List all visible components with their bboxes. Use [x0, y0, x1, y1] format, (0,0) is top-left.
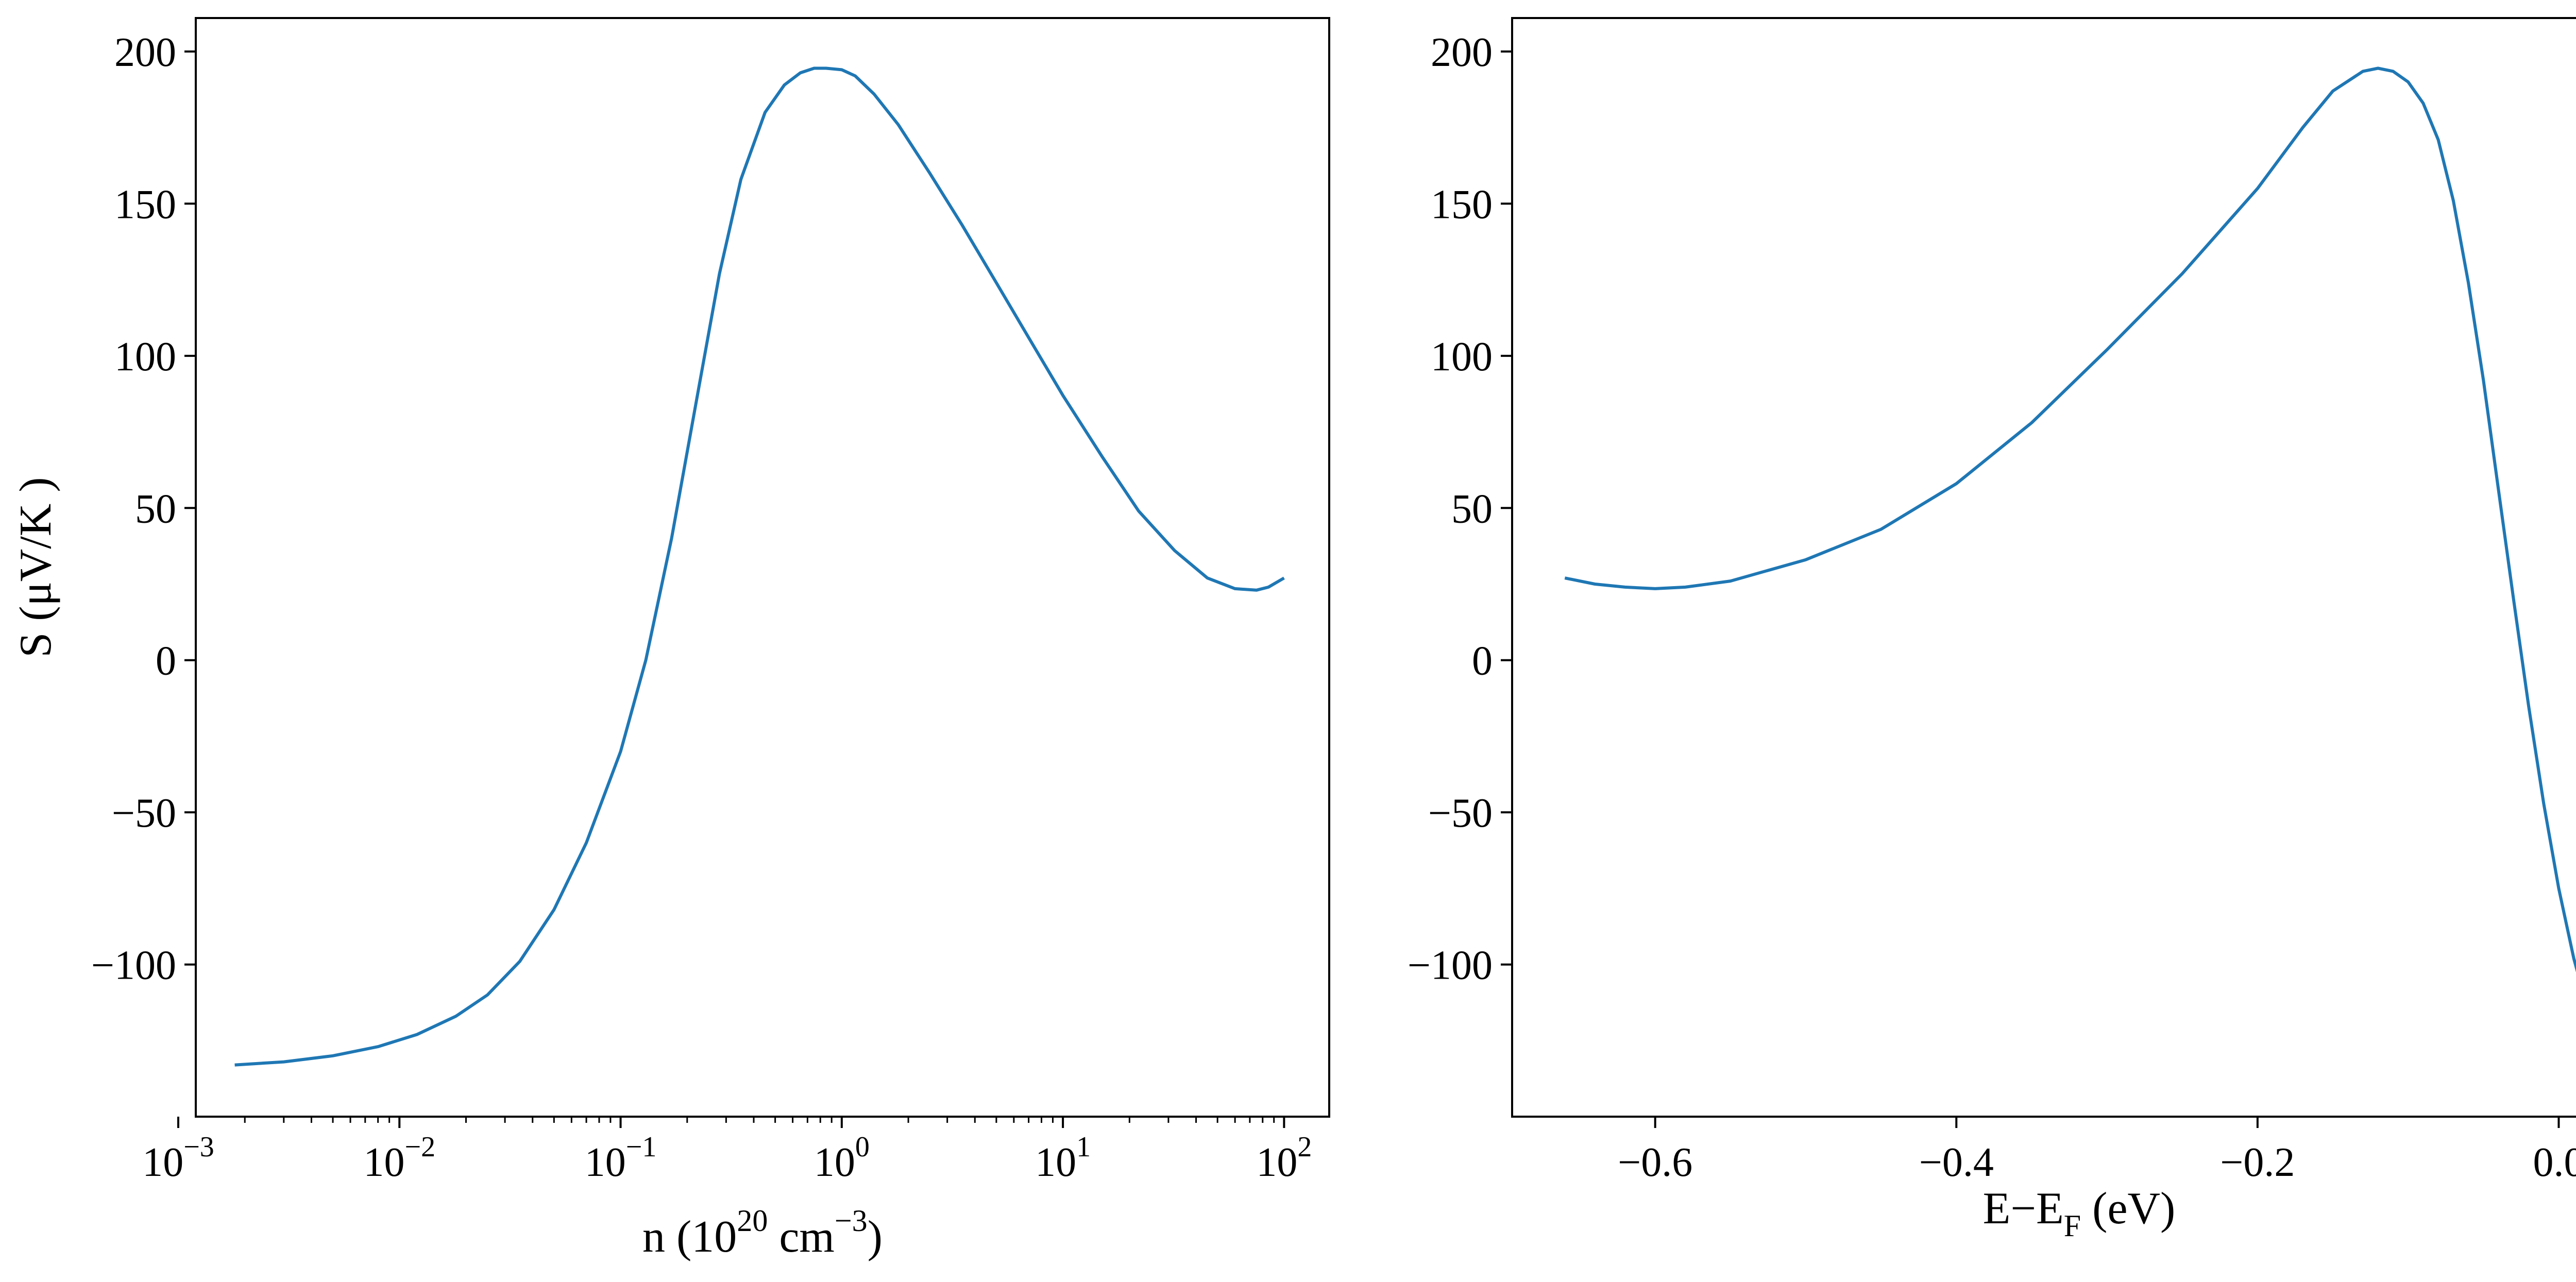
xlabel-part: cm	[768, 1212, 835, 1262]
xlabel-part: E−E	[1983, 1184, 2064, 1234]
xlabel-superscript: 20	[737, 1204, 768, 1238]
xtick-base: 10	[1256, 1140, 1297, 1185]
right-ytick-label: 0	[1472, 639, 1493, 684]
right-xtick-label: −0.4	[1919, 1140, 1994, 1185]
left-xtick-label: 102	[1256, 1131, 1312, 1185]
xtick-exponent: 1	[1076, 1131, 1091, 1163]
left-axes-frame	[195, 17, 1330, 1118]
xtick-exponent: 2	[1297, 1131, 1312, 1163]
right-xtick-label: −0.6	[1618, 1140, 1692, 1185]
xtick-base: 10	[814, 1140, 855, 1185]
xlabel-superscript: −3	[835, 1204, 868, 1238]
left-ytick-label: −100	[91, 943, 176, 988]
left-series-line	[234, 66, 1285, 1067]
left-ytick-label: 100	[114, 334, 176, 380]
xtick-exponent: −3	[183, 1131, 214, 1163]
xtick-base: 10	[1035, 1140, 1076, 1185]
xtick-base: 10	[363, 1140, 404, 1185]
left-xtick-label: 10−3	[142, 1131, 214, 1185]
xlabel-subscript: F	[2064, 1209, 2081, 1243]
left-ytick-label: 50	[135, 486, 176, 532]
left-xtick-label: 101	[1035, 1131, 1091, 1185]
right-ytick-label: −50	[1428, 791, 1493, 836]
right-axes-frame	[1511, 17, 2576, 1118]
right-plot-panel: −100 −50 0 50 100 150 200 −0.6 −0.4 −0.2 0.0 E−EF (…	[1408, 17, 2576, 1243]
left-ytick-label: 0	[156, 639, 176, 684]
left-xtick-label: 10−1	[585, 1131, 657, 1185]
right-series-line	[1564, 66, 2576, 972]
right-ytick-label: −100	[1408, 943, 1493, 988]
right-xtick-label: −0.2	[2220, 1140, 2295, 1185]
left-xtick-label: 100	[814, 1131, 870, 1185]
xtick-exponent: −2	[404, 1131, 435, 1163]
left-ytick-label: −50	[112, 791, 176, 836]
xtick-base: 10	[142, 1140, 183, 1185]
xtick-exponent: 0	[855, 1131, 870, 1163]
right-ytick-label: 200	[1431, 30, 1493, 75]
left-y-axis-label: S (μV/K )	[11, 477, 61, 657]
left-ytick-label: 150	[114, 182, 176, 227]
xlabel-part: )	[868, 1212, 883, 1262]
xlabel-part: n (10	[642, 1212, 737, 1262]
right-x-axis-label: E−EF (eV)	[1983, 1184, 2176, 1243]
xtick-base: 10	[585, 1140, 626, 1185]
xtick-exponent: −1	[626, 1131, 657, 1163]
right-ytick-label: 100	[1431, 334, 1493, 380]
right-ytick-label: 150	[1431, 182, 1493, 227]
left-x-axis-label: n (1020 cm−3)	[642, 1204, 883, 1262]
left-ytick-label: 200	[114, 30, 176, 75]
right-ytick-label: 50	[1451, 486, 1493, 532]
right-xtick-label: 0.0	[2533, 1140, 2576, 1185]
xlabel-part: (eV)	[2081, 1184, 2175, 1234]
left-xtick-label: 10−2	[363, 1131, 435, 1185]
